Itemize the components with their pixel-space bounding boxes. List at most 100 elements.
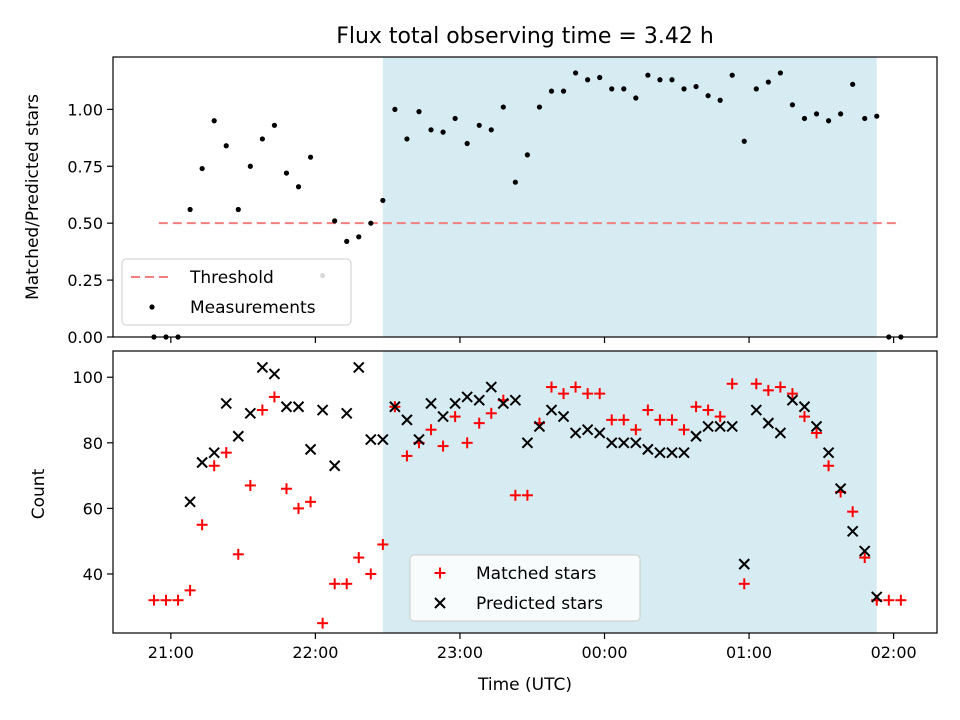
predicted-star-point [798, 401, 811, 413]
predicted-star-point [822, 446, 835, 459]
matched-star-point [172, 594, 184, 606]
measurement-point [416, 109, 422, 115]
measurement-point [729, 72, 735, 78]
predicted-star-stroke [810, 420, 823, 433]
predicted-star-point [702, 420, 714, 433]
predicted-star-point [449, 397, 461, 410]
measurement-point [874, 113, 880, 119]
measurement-point [464, 140, 470, 147]
measurement-point [247, 163, 253, 169]
bottom-panel: 40 60 80 100 21:00 22:00 23:00 00:00 01:00 02:00 M… [72, 350, 938, 662]
top-panel: 0.00 0.25 0.50 0.75 1.00 Threshold Measurement… [67, 56, 938, 347]
top-y-axis-label: Matched/Predicted stars [23, 94, 43, 300]
predicted-star-point [593, 427, 606, 439]
predicted-star-stroke [256, 361, 269, 374]
predicted-star-point [473, 394, 485, 406]
predicted-star-point [569, 427, 582, 439]
predicted-star-point [208, 446, 220, 459]
matched-star-point [196, 519, 208, 531]
predicted-star-point [220, 397, 232, 410]
legend-measurements-label: Measurements [190, 298, 316, 318]
predicted-star-point [401, 414, 413, 426]
predicted-star-stroke [389, 401, 401, 413]
predicted-star-stroke [232, 430, 244, 442]
x-tick-label: 23:00 [437, 643, 483, 662]
matched-star-point [293, 502, 305, 514]
measurement-point [681, 86, 687, 92]
predicted-star-stroke [642, 443, 654, 456]
matched-star-point [558, 388, 570, 400]
predicted-star-stroke [774, 427, 787, 439]
matched-star-point [883, 594, 895, 606]
matched-star-point [811, 427, 823, 439]
matched-star-point [305, 496, 317, 508]
matched-star-point [509, 489, 521, 501]
matched-star-point [618, 414, 630, 426]
measurement-point [440, 129, 446, 135]
measurement-point [259, 136, 265, 142]
measurement-point [476, 122, 482, 128]
matched-star-point [256, 404, 268, 416]
predicted-star-stroke [485, 381, 497, 393]
matched-star-point [654, 414, 666, 426]
measurement-point [307, 154, 314, 160]
measurement-point [753, 86, 759, 92]
predicted-star-stroke [593, 427, 606, 439]
matched-star-point [895, 594, 907, 606]
predicted-star-stroke [377, 433, 389, 446]
predicted-star-stroke [702, 420, 714, 433]
predicted-star-stroke [762, 417, 775, 429]
measurement-point [548, 88, 555, 94]
predicted-star-stroke [871, 591, 883, 603]
measurement-point [428, 127, 434, 133]
measurement-point [344, 238, 350, 244]
matched-star-point [630, 424, 642, 436]
matched-star-point [823, 460, 835, 472]
matched-star-point [148, 594, 160, 606]
predicted-star-point [256, 361, 269, 374]
predicted-star-stroke [401, 414, 413, 426]
predicted-star-point [316, 404, 329, 416]
predicted-star-stroke [738, 558, 750, 570]
predicted-star-stroke [654, 446, 666, 459]
matched-star-point [401, 450, 413, 462]
legend-threshold-label: Threshold [189, 268, 274, 288]
measurement-point [621, 86, 627, 92]
matched-star-point [232, 548, 244, 560]
predicted-star-stroke [449, 397, 461, 410]
predicted-star-point [365, 433, 377, 446]
x-tick-label: 21:00 [148, 643, 194, 662]
bottom-y-tick-label: 100 [72, 368, 103, 387]
predicted-star-stroke [292, 401, 305, 413]
predicted-star-point [774, 427, 787, 439]
predicted-star-stroke [196, 456, 208, 469]
measurement-point [669, 77, 675, 83]
measurement-point [187, 206, 193, 213]
predicted-star-stroke [557, 410, 570, 423]
top-y-tick-label: 0.75 [67, 157, 103, 176]
predicted-star-point [726, 420, 738, 433]
top-y-tick-label: 0.50 [67, 214, 103, 233]
predicted-star-point [341, 407, 353, 420]
predicted-star-point [690, 430, 702, 442]
top-legend: Threshold Measurements [121, 258, 352, 326]
predicted-star-point [521, 437, 534, 449]
predicted-star-stroke [618, 437, 630, 449]
predicted-star-point [196, 456, 208, 469]
measurement-point [452, 115, 458, 122]
legend-measurements-swatch [149, 304, 155, 310]
measurement-point [199, 165, 205, 172]
predicted-star-point [834, 483, 847, 495]
matched-star-point [570, 381, 582, 393]
predicted-star-stroke [280, 401, 293, 413]
predicted-star-point [750, 404, 763, 416]
predicted-star-point [461, 391, 473, 403]
predicted-star-point [581, 423, 594, 436]
x-tick-label: 00:00 [581, 643, 627, 662]
measurement-point [850, 81, 856, 87]
predicted-star-point [268, 368, 281, 380]
measurement-point [765, 79, 771, 85]
predicted-star-stroke [509, 394, 522, 406]
matched-star-point [329, 578, 341, 590]
x-axis-label: Time (UTC) [477, 675, 572, 695]
